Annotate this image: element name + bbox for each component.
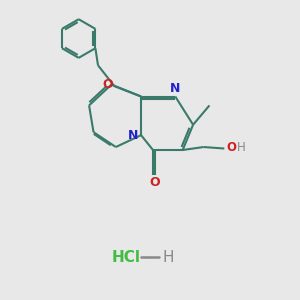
Text: H: H xyxy=(237,141,245,154)
Text: O: O xyxy=(149,176,160,189)
Text: O: O xyxy=(103,77,113,91)
Text: N: N xyxy=(170,82,181,95)
Text: H: H xyxy=(162,250,174,265)
Text: N: N xyxy=(128,129,138,142)
Text: O: O xyxy=(227,141,237,154)
Text: HCl: HCl xyxy=(112,250,141,265)
